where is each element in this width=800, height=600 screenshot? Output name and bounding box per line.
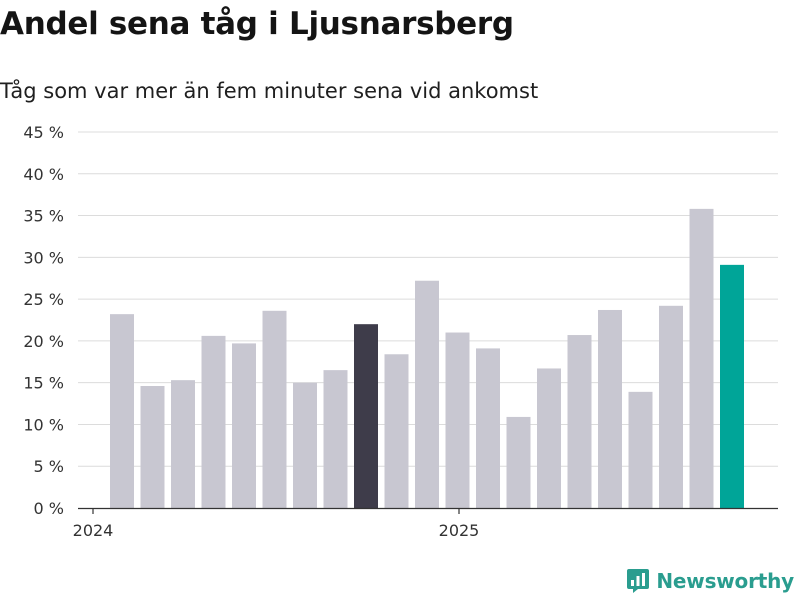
y-tick-label: 40 % (23, 165, 64, 184)
bar-2024-07[interactable] (262, 310, 287, 508)
y-tick-label: 25 % (23, 290, 64, 309)
bar-2024-09[interactable] (323, 370, 348, 508)
bar-2024-04[interactable] (171, 380, 195, 508)
bar-2025-09[interactable] (689, 208, 714, 509)
y-tick-label: 5 % (34, 457, 64, 476)
bar-2025-06[interactable] (598, 309, 622, 508)
newsworthy-logo: Newsworthy (626, 566, 794, 596)
bar-2024-05[interactable] (201, 335, 226, 508)
bar-2024-10[interactable] (354, 324, 378, 508)
y-tick-label: 30 % (23, 248, 64, 267)
bar-2024-11[interactable] (384, 354, 409, 508)
bar-2025-01[interactable] (445, 332, 470, 508)
y-tick-label: 0 % (34, 499, 64, 518)
bar-2025-08[interactable] (659, 305, 683, 508)
y-axis-tick-labels: 0 % 5 % 10 % 15 % 20 % 25 % 30 % 35 % 40 % 45 % (23, 123, 64, 518)
newsworthy-logo-text: Newsworthy (656, 569, 794, 593)
bar-2025-03[interactable] (506, 416, 531, 508)
x-tick-label: 2025 (439, 521, 480, 540)
y-tick-label: 10 % (23, 415, 64, 434)
y-tick-label: 15 % (23, 374, 64, 393)
y-tick-label: 20 % (23, 332, 64, 351)
x-tick-label: 2024 (73, 521, 114, 540)
bar-2025-05[interactable] (567, 335, 592, 508)
bars (110, 208, 744, 509)
bar-2024-12[interactable] (415, 280, 439, 508)
bar-2025-10[interactable] (720, 264, 744, 508)
bar-2024-06[interactable] (232, 343, 256, 508)
chart-title: Andel sena tåg i Ljusnarsberg (0, 6, 514, 42)
bar-2024-03[interactable] (140, 386, 165, 508)
y-tick-label: 35 % (23, 207, 64, 226)
x-axis: 2024 2025 (73, 507, 778, 540)
bar-2024-08[interactable] (293, 382, 317, 508)
bar-2025-07[interactable] (628, 391, 653, 508)
bar-2025-02[interactable] (476, 348, 500, 508)
bar-2025-04[interactable] (537, 368, 561, 508)
chart-subtitle: Tåg som var mer än fem minuter sena vid … (0, 79, 539, 103)
y-tick-label: 45 % (23, 123, 64, 142)
newsworthy-logo-icon (627, 569, 650, 593)
bar-2024-02[interactable] (110, 314, 134, 508)
